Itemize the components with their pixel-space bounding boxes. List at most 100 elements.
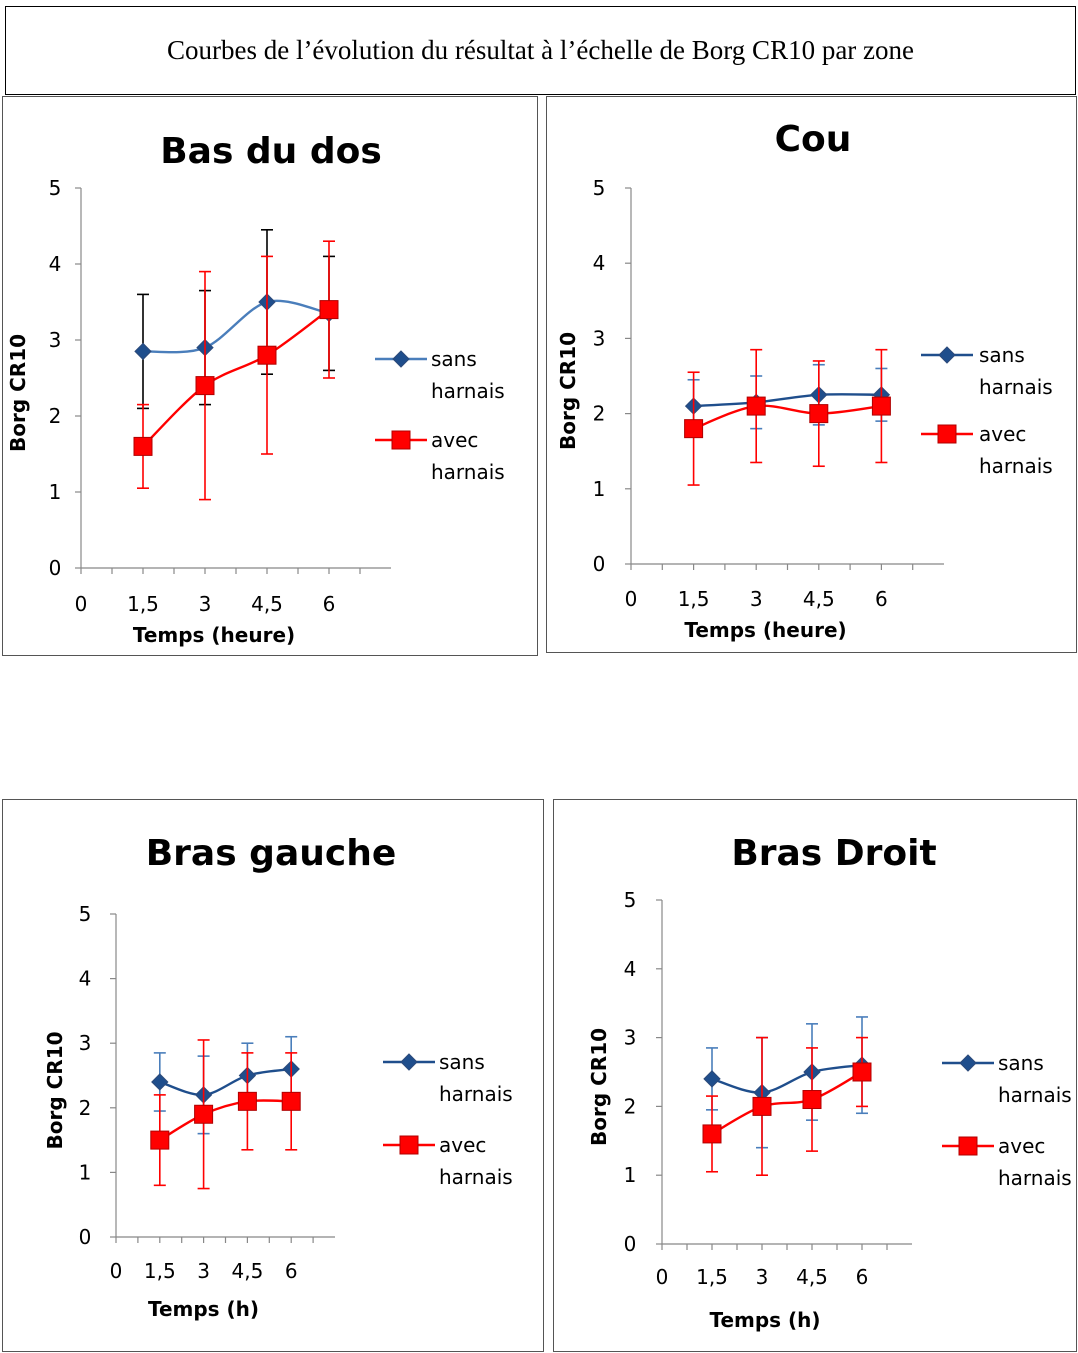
y-tick-label: 1 [593, 477, 606, 501]
x-axis-label: Temps (heure) [684, 618, 846, 642]
y-tick-label: 1 [79, 1160, 92, 1184]
y-tick-label: 5 [49, 176, 62, 200]
x-tick-label: 3 [750, 587, 763, 611]
chart-bras-gauche: Bras gauche 0 1 2 3 4 5 0 1,5 3 4,5 6 Temps (h) Borg … [43, 833, 513, 1321]
chart-panel-bas-du-dos: Bas du dos 0 1 2 3 4 5 0 1,5 3 4,5 6 Temps (heure) Bo… [2, 96, 538, 656]
legend-marker [958, 1136, 978, 1156]
x-tick-label: 3 [199, 592, 212, 616]
x-axis-label: Temps (h) [148, 1297, 259, 1321]
data-point [809, 404, 829, 424]
legend-marker [959, 1054, 977, 1072]
series-line [142, 299, 330, 354]
series-line [142, 308, 330, 448]
legend-entry-avec: avec harnais [383, 1133, 513, 1189]
series-sans-harnais [134, 229, 338, 410]
x-tick-label: 6 [875, 587, 888, 611]
legend-label: sans harnais [998, 1051, 1072, 1107]
x-axis-label: Temps (heure) [133, 623, 295, 647]
series-avec-harnais [150, 1039, 301, 1190]
series-line [159, 1067, 292, 1097]
legend-label: sans harnais [979, 343, 1053, 399]
legend-marker [392, 350, 410, 368]
y-tick-label: 4 [624, 957, 637, 981]
series-line [711, 1063, 863, 1094]
legend-marker [400, 1053, 418, 1071]
chart-panel-bras-droit: Bras Droit 0 1 2 3 4 5 0 1,5 3 4,5 6 Temps (h) Borg C… [553, 799, 1077, 1352]
y-tick-label: 0 [593, 552, 606, 576]
chart-title: Bras Droit [731, 833, 936, 874]
y-tick-label: 5 [624, 888, 637, 912]
y-tick-label: 1 [624, 1163, 637, 1187]
series-line [693, 404, 882, 430]
legend-marker [937, 424, 957, 444]
y-tick-label: 3 [49, 328, 62, 352]
legend-entry-sans: sans harnais [921, 343, 1053, 399]
legend-marker [391, 430, 411, 450]
legend-label: avec harnais [979, 422, 1053, 478]
legend-entry-sans: sans harnais [383, 1050, 513, 1106]
legend-entry-avec: avec harnais [921, 422, 1053, 478]
y-tick-label: 1 [49, 480, 62, 504]
chart-panel-bras-gauche: Bras gauche 0 1 2 3 4 5 0 1,5 3 4,5 6 Temps (h) Borg … [2, 799, 544, 1352]
legend-label: sans harnais [439, 1050, 513, 1106]
data-point [752, 1096, 772, 1116]
data-point [746, 396, 766, 416]
legend-label: sans harnais [431, 347, 505, 403]
data-point [257, 345, 277, 365]
x-tick-label: 1,5 [127, 592, 159, 616]
x-tick-label: 6 [323, 592, 336, 616]
chart-bas-du-dos: Bas du dos 0 1 2 3 4 5 0 1,5 3 4,5 6 Temps (heure) Bo… [6, 131, 505, 647]
data-point [281, 1091, 301, 1111]
legend-marker [938, 346, 956, 364]
data-point [134, 342, 152, 361]
y-tick-label: 3 [79, 1031, 92, 1055]
data-point [802, 1090, 822, 1110]
data-point [195, 376, 215, 396]
x-axis-label: Temps (h) [709, 1308, 820, 1332]
legend-label: avec harnais [439, 1133, 513, 1189]
x-tick-label: 3 [756, 1265, 769, 1289]
y-tick-label: 2 [624, 1094, 637, 1118]
data-point [871, 396, 891, 416]
y-tick-label: 0 [49, 556, 62, 580]
x-tick-label: 4,5 [803, 587, 835, 611]
data-point [194, 1104, 214, 1124]
y-tick-label: 4 [79, 967, 92, 991]
legend-label: avec harnais [998, 1134, 1072, 1190]
x-tick-label: 0 [110, 1259, 123, 1283]
x-tick-label: 1,5 [144, 1259, 176, 1283]
y-tick-label: 0 [624, 1232, 637, 1256]
series-sans-harnais [151, 1035, 300, 1135]
y-tick-label: 4 [593, 251, 606, 275]
chart-bras-droit: Bras Droit 0 1 2 3 4 5 0 1,5 3 4,5 6 Temps (h) Borg C… [587, 833, 1072, 1332]
series-avec-harnais [684, 348, 891, 486]
series-avec-harnais [702, 1036, 872, 1177]
series-sans-harnais [684, 363, 891, 434]
y-tick-label: 3 [593, 326, 606, 350]
y-tick-label: 2 [49, 404, 62, 428]
legend-label: avec harnais [431, 428, 505, 484]
series-avec-harnais [133, 240, 339, 501]
x-tick-label: 0 [656, 1265, 669, 1289]
y-axis-label: Borg CR10 [556, 332, 580, 450]
data-point [703, 1070, 721, 1088]
series-line [159, 1099, 292, 1142]
x-tick-label: 4,5 [231, 1259, 263, 1283]
x-tick-label: 0 [625, 587, 638, 611]
chart-title: Cou [775, 119, 852, 160]
x-tick-label: 4,5 [796, 1265, 828, 1289]
data-point [684, 419, 704, 439]
x-tick-label: 1,5 [696, 1265, 728, 1289]
y-tick-label: 3 [624, 1026, 637, 1050]
data-point [151, 1073, 169, 1091]
y-tick-label: 2 [593, 402, 606, 426]
data-point [150, 1130, 170, 1150]
x-tick-label: 3 [197, 1259, 210, 1283]
y-tick-label: 4 [49, 252, 62, 276]
y-axis-label: Borg CR10 [43, 1031, 67, 1149]
x-tick-label: 0 [75, 592, 88, 616]
chart-panel-cou: Cou 0 1 2 3 4 5 0 1,5 3 4,5 6 Temps (heure) Borg CR10… [546, 96, 1077, 653]
data-point [702, 1124, 722, 1144]
chart-title: Bras gauche [146, 833, 397, 874]
legend-entry-sans: sans harnais [942, 1051, 1072, 1107]
